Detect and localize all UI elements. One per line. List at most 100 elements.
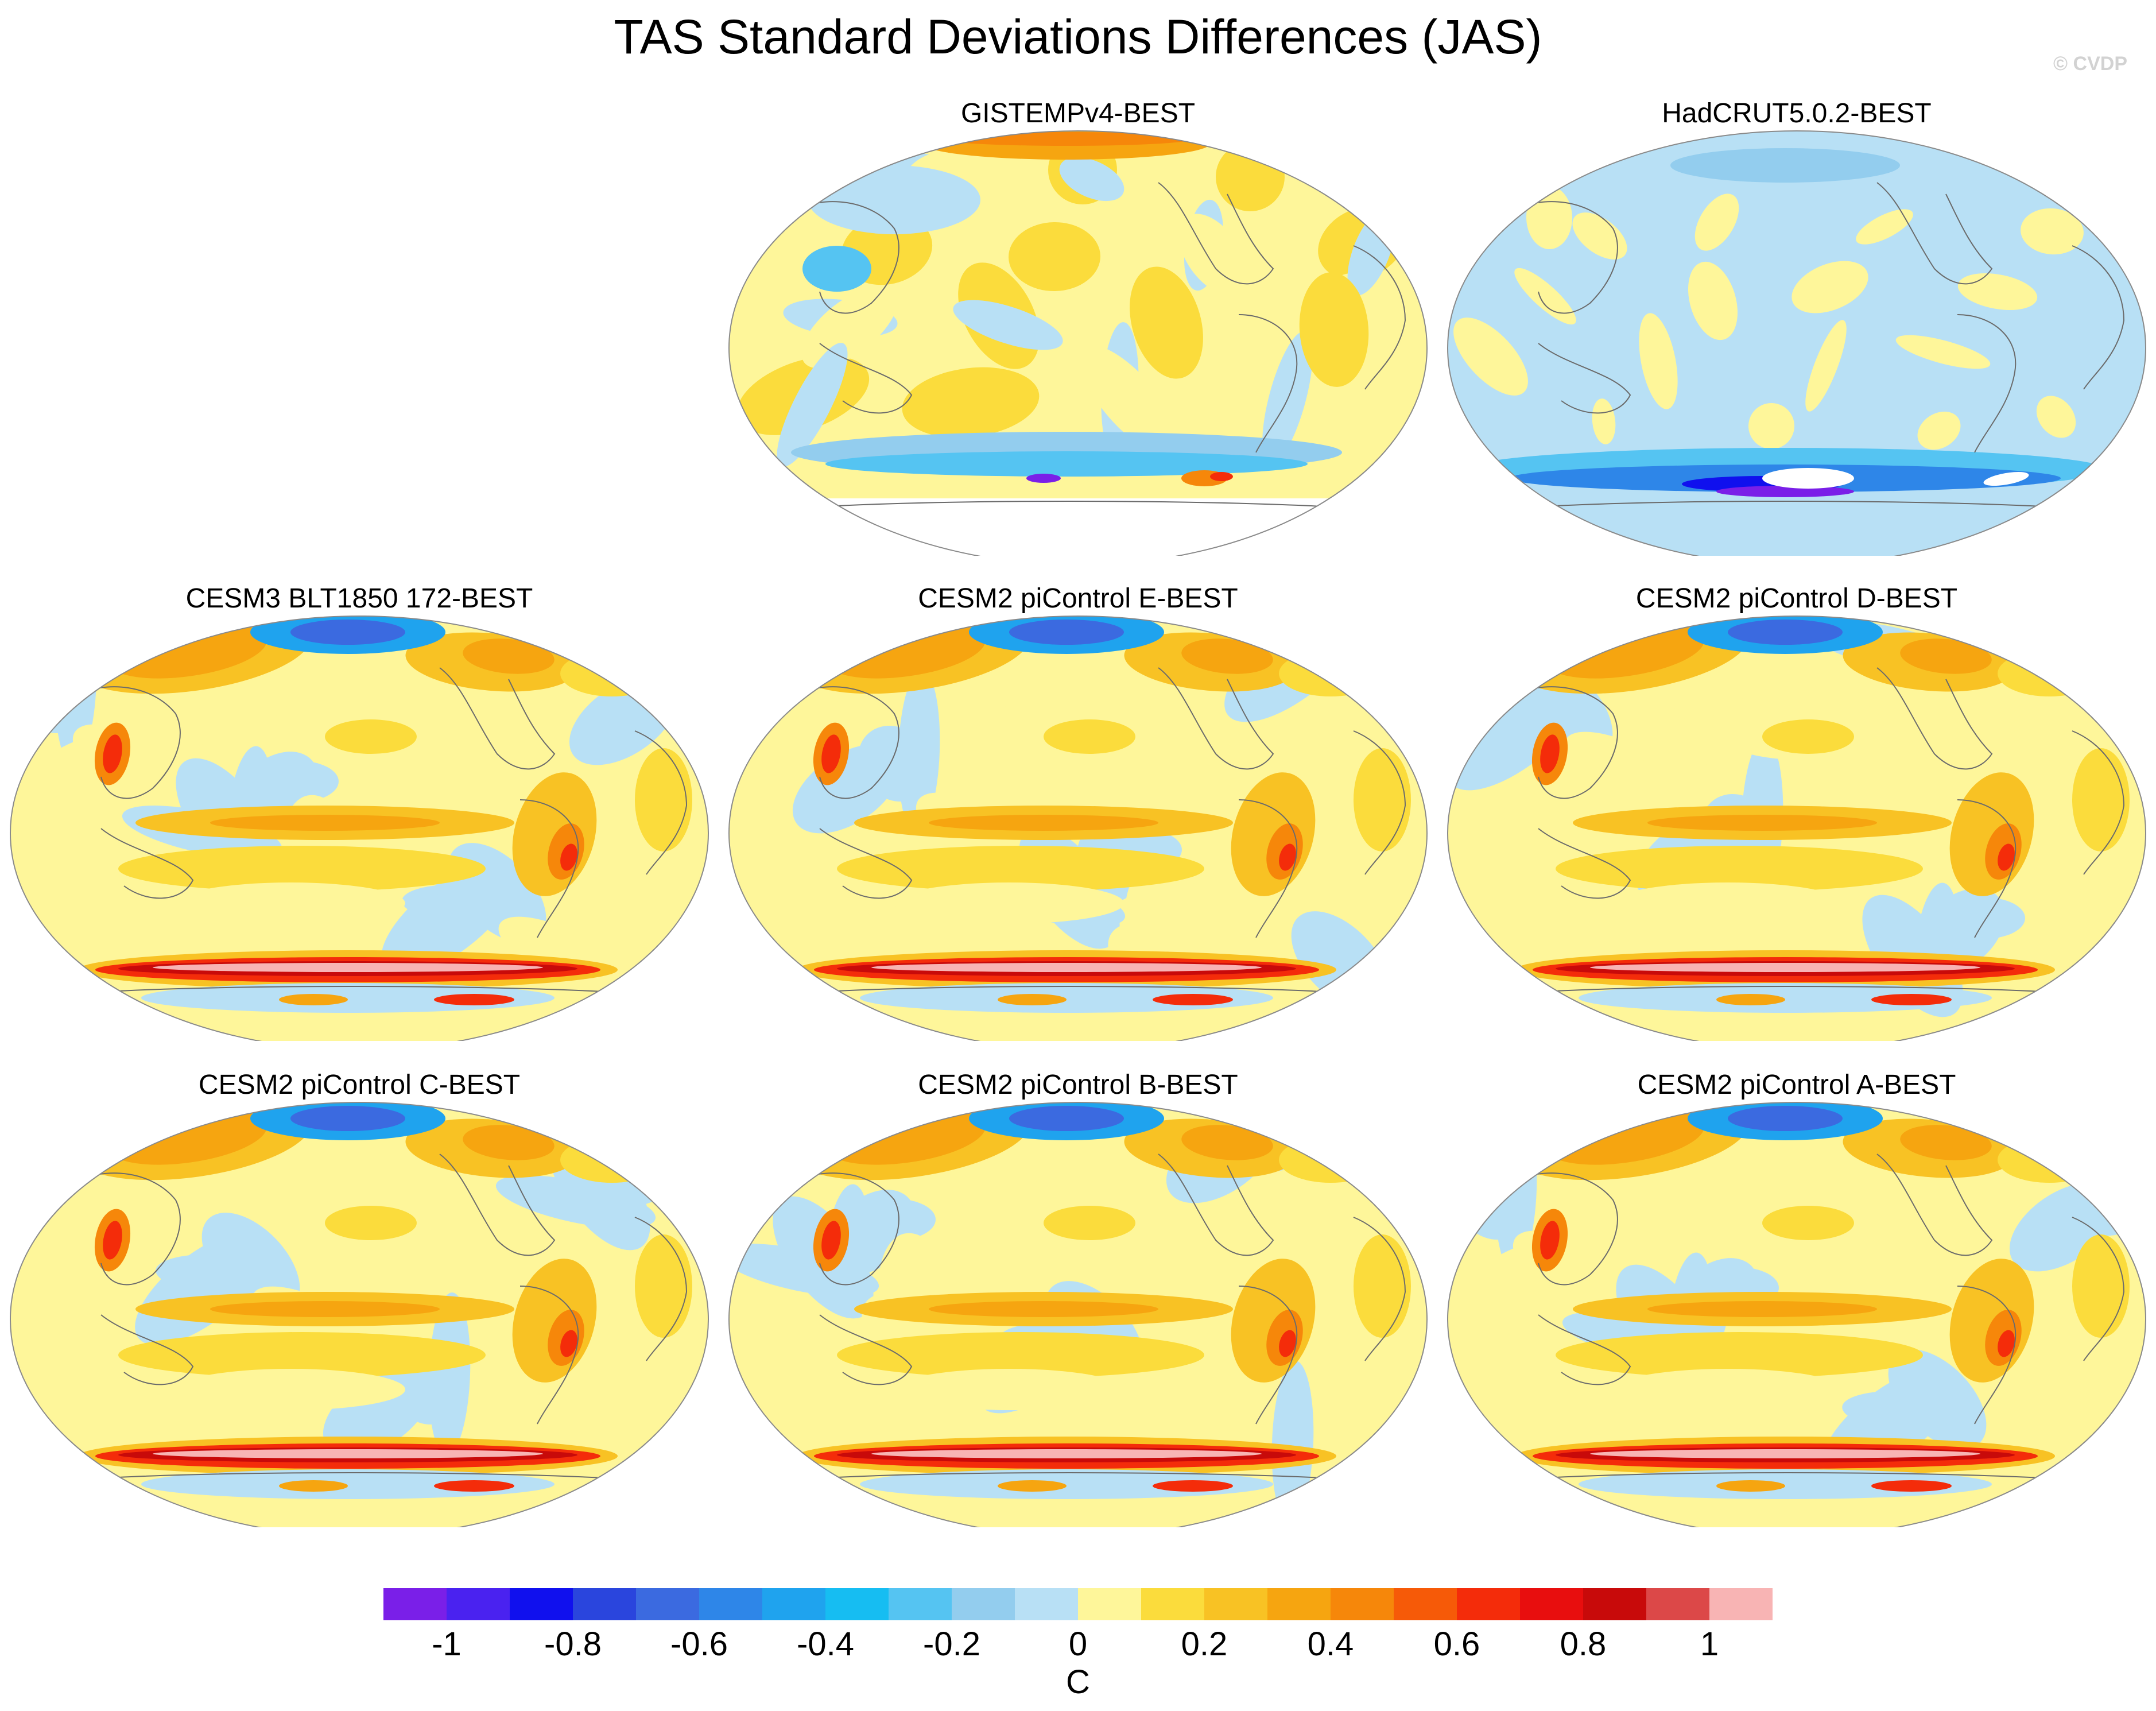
field-patch xyxy=(1716,994,1785,1005)
coastline-south-america xyxy=(1238,1286,1298,1424)
field-patch xyxy=(871,1449,1262,1458)
field-patch xyxy=(1792,261,1868,313)
colorbar-tick-label: 0.4 xyxy=(1307,1625,1354,1663)
colorbar-swatch xyxy=(1394,1588,1457,1620)
map-panel-hadcrut: HadCRUT5.0.2-BEST xyxy=(1441,96,2153,590)
coastline-antarctica xyxy=(779,1472,1377,1482)
field-patch xyxy=(1554,756,1627,847)
colorbar-swatch xyxy=(889,1588,952,1620)
field-patch xyxy=(1556,1332,1923,1378)
field-patch xyxy=(1728,620,1843,645)
colorbar-swatch xyxy=(1646,1588,1710,1620)
field-patch xyxy=(210,815,440,831)
field-patch xyxy=(1472,1240,1614,1326)
field-patch xyxy=(1279,651,1382,696)
field-patch xyxy=(560,1330,577,1357)
panel-title: CESM2 piControl E-BEST xyxy=(918,583,1238,614)
coastline-africa xyxy=(2072,730,2125,875)
field-patch xyxy=(777,343,848,467)
field-patch xyxy=(808,165,980,234)
field-patch xyxy=(1579,983,1992,1013)
colorbar-swatch xyxy=(1267,1588,1331,1620)
field-patch xyxy=(1059,157,1124,202)
field-patch xyxy=(821,1221,841,1260)
coastline-australia xyxy=(100,828,194,899)
field-patch xyxy=(403,891,447,971)
field-patch xyxy=(998,994,1067,1005)
coastline-south-america xyxy=(519,799,579,938)
colorbar-tick-label: 1 xyxy=(1700,1625,1719,1663)
watermark: © CVDP xyxy=(2053,53,2127,75)
field-patch xyxy=(1998,651,2101,696)
field-patch xyxy=(1579,1469,1992,1499)
field-patch xyxy=(1762,468,1854,489)
map-outline xyxy=(10,1102,709,1527)
field-patch xyxy=(103,734,122,773)
colorbar-swatch xyxy=(1141,1588,1205,1620)
map-panel-cesm3-blt1850: CESM3 BLT1850 172-BEST xyxy=(3,582,715,1075)
field-patch xyxy=(325,1206,417,1240)
field-patch xyxy=(141,983,554,1013)
colorbar-tick-label: 0.8 xyxy=(1560,1625,1607,1663)
field-patch xyxy=(1592,398,1616,444)
field-patch xyxy=(894,882,1124,924)
colorbar-swatch xyxy=(636,1588,700,1620)
field-patch xyxy=(176,1369,405,1410)
coastline-asia xyxy=(72,686,181,799)
field-patch xyxy=(1805,320,1847,412)
panel-title: CESM2 piControl C-BEST xyxy=(198,1070,521,1100)
map-outline xyxy=(1447,616,2146,1041)
coastlines xyxy=(60,1153,688,1482)
field-patch xyxy=(560,651,664,696)
coastline-north-america xyxy=(439,667,556,770)
coastline-antarctica xyxy=(779,986,1377,996)
coastline-north-america xyxy=(439,1153,556,1256)
field-patch xyxy=(1044,1206,1135,1240)
colorbar-tick-label: -0.8 xyxy=(544,1625,602,1663)
field-patch xyxy=(1453,318,1528,396)
field-patch xyxy=(2072,1234,2130,1338)
field-patch xyxy=(434,1480,514,1492)
field-patch xyxy=(463,638,554,674)
field-patch xyxy=(1354,748,1411,851)
field-patch xyxy=(1299,272,1369,387)
field-patch xyxy=(1694,193,1739,251)
field-patch xyxy=(1613,1369,1843,1410)
field-patch xyxy=(1556,846,1923,892)
colorbar-tick-label: 0.2 xyxy=(1181,1625,1228,1663)
colorbar-tick-label: -0.4 xyxy=(797,1625,854,1663)
colorbar-tick-label: -0.2 xyxy=(923,1625,980,1663)
colorbar-swatches xyxy=(383,1588,1773,1620)
field-patch xyxy=(118,1332,486,1378)
field-patch xyxy=(1998,1330,2015,1357)
coastline-australia xyxy=(819,1314,913,1385)
field-patch xyxy=(1590,1449,1980,1458)
field-patch xyxy=(279,994,348,1005)
coastline-north-america xyxy=(1158,667,1274,770)
coastline-south-america xyxy=(1238,314,1298,453)
coastline-australia xyxy=(819,343,913,414)
field-patch xyxy=(1153,994,1233,1005)
colorbar-unit: C xyxy=(1066,1663,1090,1701)
coastline-australia xyxy=(1538,343,1631,414)
field-patch xyxy=(940,132,1193,146)
coastlines xyxy=(1498,1153,2125,1482)
field-patch xyxy=(1917,411,1961,450)
field-patch xyxy=(871,963,1262,972)
map-svg xyxy=(728,1102,1428,1527)
field-patch xyxy=(463,1125,554,1160)
field-patch xyxy=(1900,638,1992,674)
field-patch xyxy=(2072,748,2130,851)
field-patch xyxy=(1856,209,1913,245)
map-svg xyxy=(1447,616,2146,1041)
field-patch xyxy=(1540,1221,1560,1260)
field-layer xyxy=(1448,1102,2146,1527)
coastline-australia xyxy=(100,1314,194,1385)
figure-title: TAS Standard Deviations Differences (JAS… xyxy=(614,10,1542,64)
coastline-antarctica xyxy=(1498,986,2096,996)
map-panel-cesm2-d: CESM2 piControl D-BEST xyxy=(1441,582,2153,1075)
field-patch xyxy=(1354,1234,1411,1338)
field-patch xyxy=(1688,261,1738,340)
coastline-africa xyxy=(2072,1217,2125,1361)
coastline-antarctica xyxy=(779,501,1377,510)
